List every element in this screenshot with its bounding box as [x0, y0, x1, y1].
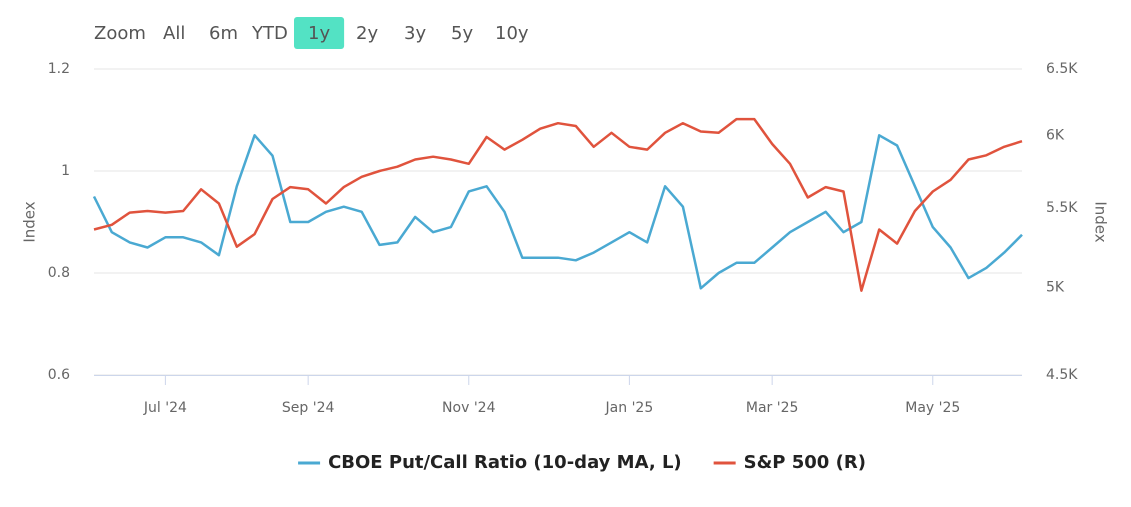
series-line [93, 117, 1023, 292]
range-button-label[interactable]: 1y [308, 23, 330, 44]
range-button[interactable]: All [163, 23, 185, 44]
range-button-label[interactable]: 10y [495, 23, 529, 44]
y-tick-label: 0.8 [48, 265, 70, 281]
range-button[interactable]: 5y [451, 23, 473, 44]
range-button[interactable]: 3y [404, 23, 426, 44]
legend: CBOE Put/Call Ratio (10-day MA, L) S&P 50… [298, 452, 866, 473]
y-tick-label: 1 [61, 163, 70, 179]
y2-tick-label: 6.5K [1046, 61, 1078, 77]
y-tick-label: 1.2 [48, 61, 70, 77]
series-line [92, 134, 1023, 290]
x-tick-label: Nov '24 [442, 400, 496, 416]
range-button[interactable]: 10y [495, 23, 529, 44]
x-tick-label: Jan '25 [605, 400, 654, 416]
range-button-selected[interactable] [294, 17, 345, 49]
range-button[interactable]: 2y [356, 23, 378, 44]
range-button[interactable]: YTD [251, 23, 288, 44]
range-button[interactable]: 1y [294, 17, 345, 49]
range-button-label[interactable]: 5y [451, 23, 473, 44]
range-button-label[interactable]: 3y [404, 23, 426, 44]
range-button-label[interactable]: 6m [209, 23, 238, 44]
range-button-label[interactable]: YTD [251, 23, 288, 44]
y2-tick-label: 5.5K [1046, 200, 1078, 216]
x-tick-label: Sep '24 [282, 400, 335, 416]
zoom-label: Zoom [94, 23, 146, 44]
legend-item[interactable]: S&P 500 (R) [713, 452, 866, 473]
range-button-label[interactable]: 2y [356, 23, 378, 44]
y-axis-title: Index [21, 201, 39, 242]
range-button-label[interactable]: All [163, 23, 185, 44]
range-selector: Zoom All 6m YTD 1y 2y 3y 5y 10y [94, 17, 529, 49]
x-tick-label: Jul '24 [143, 400, 187, 416]
y2-tick-label: 5K [1046, 279, 1065, 295]
y2-tick-label: 6K [1046, 128, 1065, 144]
range-button[interactable]: 6m [209, 23, 238, 44]
y2-axis-title: Index [1092, 201, 1110, 242]
legend-label[interactable]: CBOE Put/Call Ratio (10-day MA, L) [328, 452, 682, 473]
legend-item[interactable]: CBOE Put/Call Ratio (10-day MA, L) [298, 452, 682, 473]
x-tick-label: May '25 [905, 400, 960, 416]
y2-tick-label: 4.5K [1046, 367, 1078, 383]
y-tick-label: 0.6 [48, 367, 70, 383]
legend-label[interactable]: S&P 500 (R) [744, 452, 866, 473]
x-tick-label: Mar '25 [746, 400, 799, 416]
